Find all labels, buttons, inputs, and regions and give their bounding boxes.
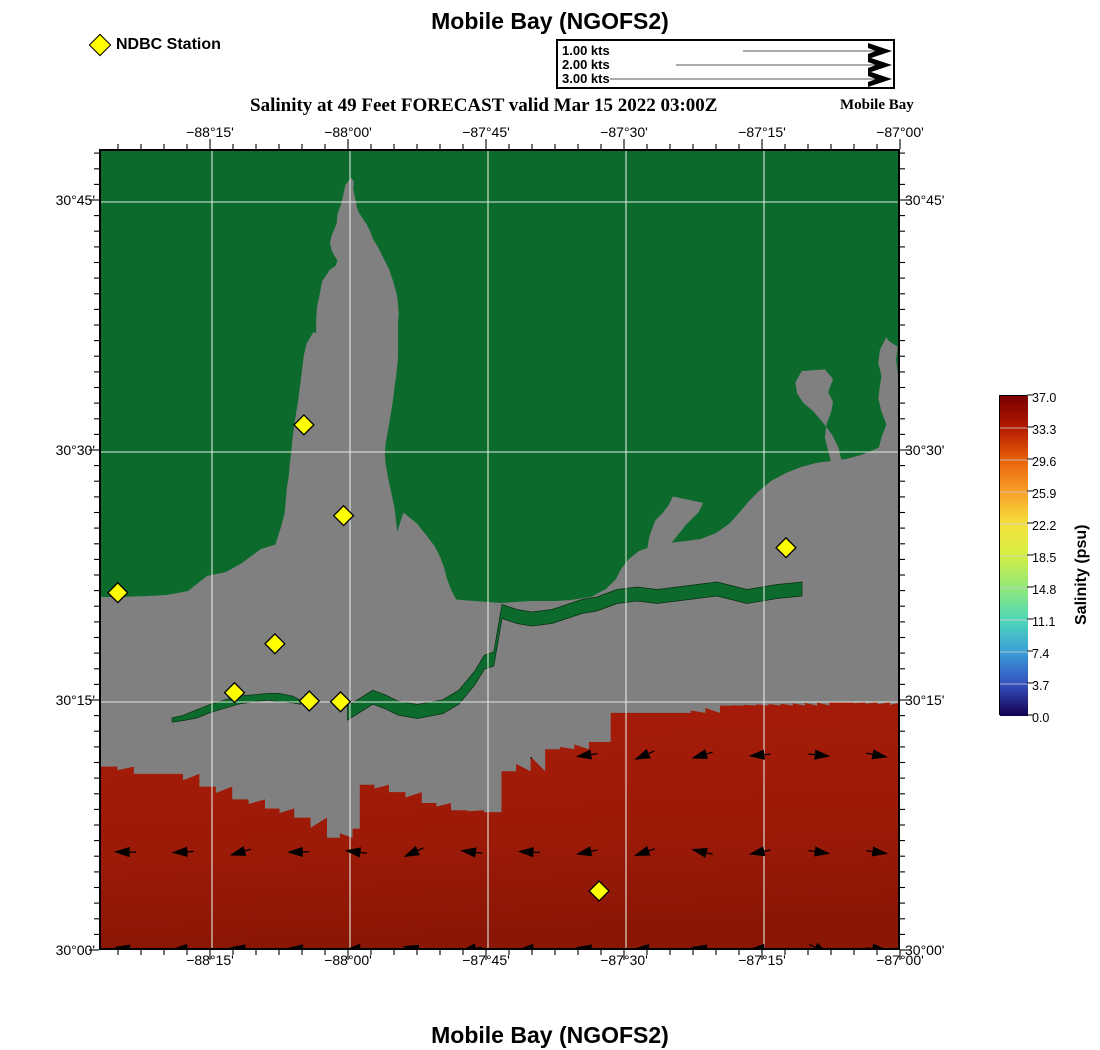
svg-text:1.00 kts: 1.00 kts [562, 43, 610, 58]
svg-text:2.00 kts: 2.00 kts [562, 57, 610, 72]
svg-text:3.00 kts: 3.00 kts [562, 71, 610, 86]
